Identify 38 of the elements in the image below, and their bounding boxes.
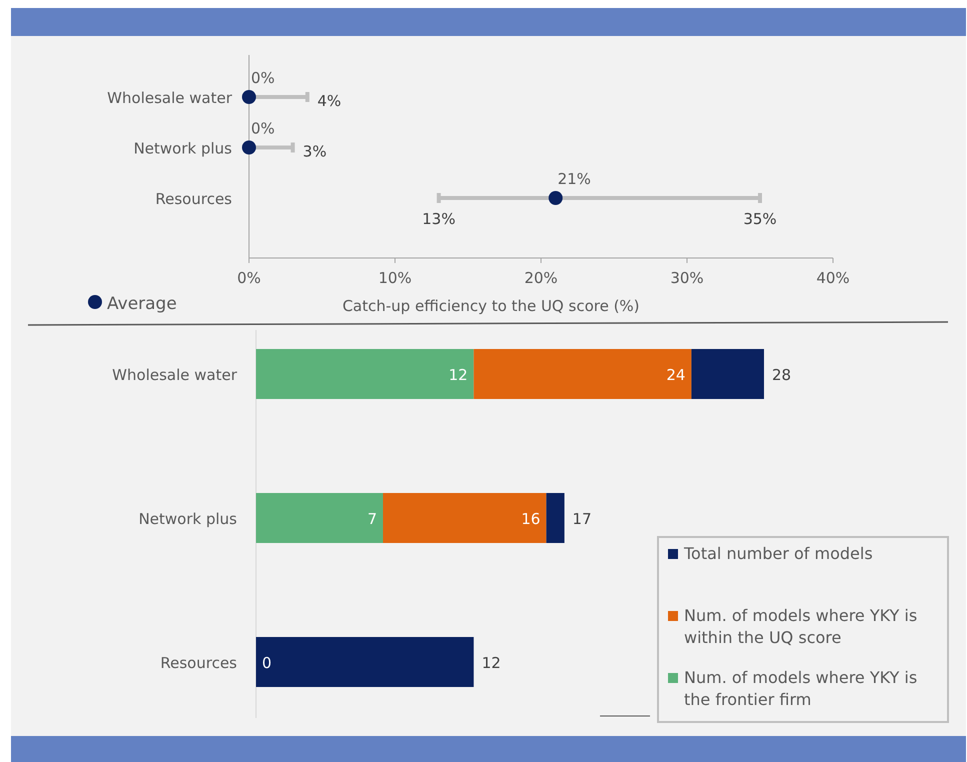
y-tick-label: Resources bbox=[160, 654, 238, 672]
legend-label: Average bbox=[107, 294, 177, 314]
y-tick-label: Network plus bbox=[138, 510, 238, 528]
x-tick-label: 30% bbox=[670, 269, 704, 287]
total-label: 28 bbox=[772, 366, 792, 384]
y-tick-label: Resources bbox=[155, 190, 232, 208]
legend-label: Total number of models bbox=[683, 544, 873, 563]
y-tick-label: Wholesale water bbox=[107, 89, 233, 107]
bar bbox=[256, 637, 474, 687]
legend-label: Num. of models where YKY is the frontier firm bbox=[684, 668, 918, 709]
legend-label: Num. of models where YKY is within the UQ score bbox=[684, 606, 918, 647]
data-label: 0% bbox=[251, 120, 275, 138]
y-tick-label: Wholesale water bbox=[112, 366, 238, 384]
annotation: 0 bbox=[262, 654, 272, 672]
bar bbox=[474, 349, 692, 399]
x-tick-label: 0% bbox=[237, 269, 261, 287]
total-label: 17 bbox=[572, 510, 592, 528]
data-label: 21% bbox=[558, 170, 591, 188]
bar bbox=[691, 349, 764, 399]
data-label: 0% bbox=[251, 69, 275, 87]
bar bbox=[256, 493, 383, 543]
annotation: 13% bbox=[422, 210, 456, 228]
x-tick-label: 40% bbox=[816, 269, 850, 287]
annotation: 4% bbox=[317, 92, 342, 110]
bar bbox=[383, 493, 546, 543]
data-label: 7 bbox=[367, 510, 377, 528]
annotation: 35% bbox=[743, 210, 777, 228]
x-tick-label: 20% bbox=[524, 269, 558, 287]
data-label: 12 bbox=[448, 366, 468, 384]
annotation: 24 bbox=[666, 366, 686, 384]
annotation: 3% bbox=[302, 142, 327, 160]
bar bbox=[256, 349, 474, 399]
x-axis-title: Catch-up efficiency to the UQ score (%) bbox=[342, 297, 640, 315]
x-tick-label: 10% bbox=[378, 269, 412, 287]
bar bbox=[546, 493, 564, 543]
annotation: 16 bbox=[521, 510, 540, 528]
y-tick-label: Network plus bbox=[134, 140, 232, 158]
total-label: 12 bbox=[482, 654, 501, 672]
